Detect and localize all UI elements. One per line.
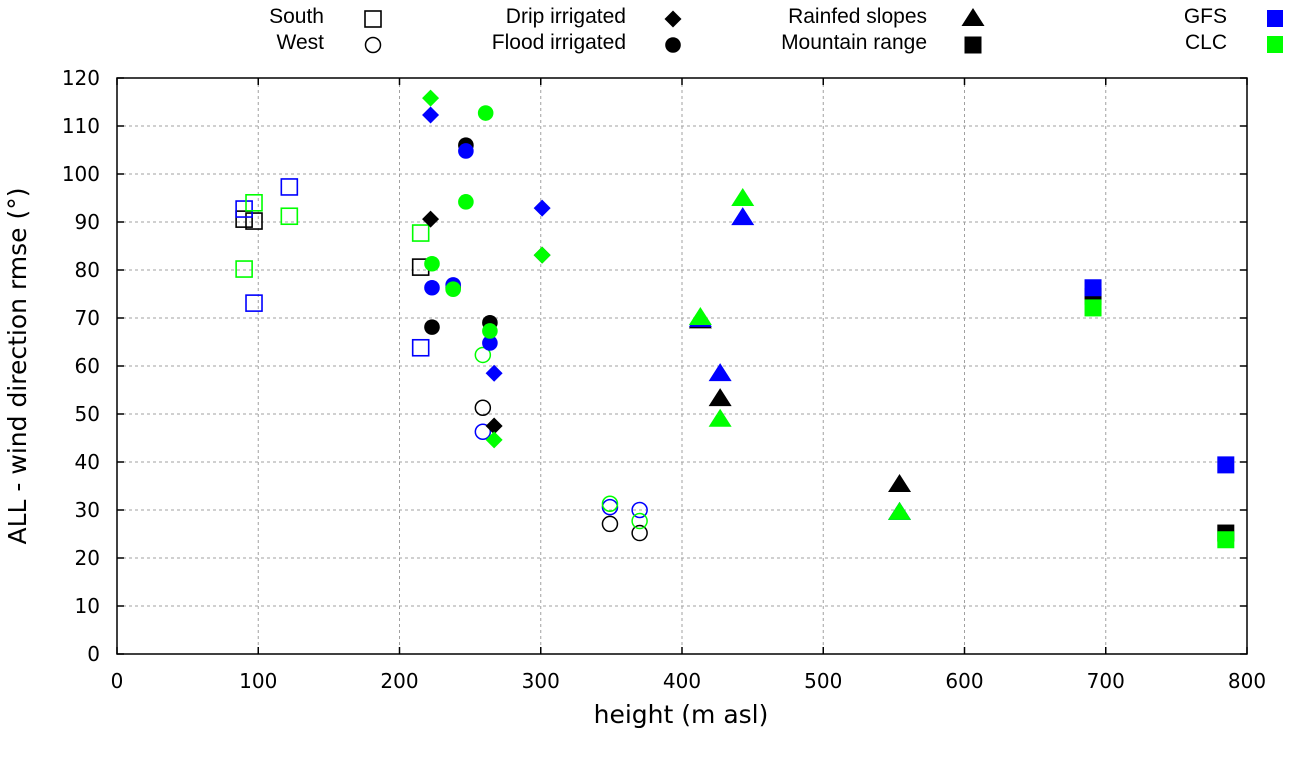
y-tick-label: 80 bbox=[75, 258, 100, 282]
data-point-rainfed-slopes bbox=[731, 187, 755, 206]
legend-label: Mountain range bbox=[781, 31, 927, 54]
data-point-drip-irrigated bbox=[533, 246, 551, 264]
data-point-rainfed-slopes bbox=[888, 474, 912, 493]
y-tick-label: 50 bbox=[75, 402, 100, 426]
y-tick-label: 60 bbox=[75, 354, 100, 378]
y-tick-label: 70 bbox=[75, 306, 100, 330]
y-tick-label: 30 bbox=[75, 498, 100, 522]
grid-lines bbox=[117, 78, 1247, 654]
x-tick-label: 700 bbox=[1087, 669, 1125, 693]
data-point-rainfed-slopes bbox=[688, 307, 712, 325]
data-point-west bbox=[631, 501, 648, 519]
data-point-west bbox=[474, 423, 492, 441]
legend-label: West bbox=[277, 31, 325, 54]
data-point-flood-irrigated bbox=[424, 279, 440, 296]
data-point-west bbox=[601, 498, 619, 516]
data-point-drip-irrigated bbox=[485, 431, 503, 449]
data-point-west bbox=[631, 512, 648, 530]
data-point-rainfed-slopes bbox=[708, 363, 732, 382]
data-point-rainfed-slopes bbox=[708, 388, 732, 407]
data-point-drip-irrigated bbox=[422, 210, 440, 228]
data-point-flood-irrigated bbox=[477, 105, 494, 121]
data-point-rainfed-slopes bbox=[731, 207, 755, 226]
data-point-mountain-range bbox=[1084, 279, 1102, 297]
x-tick-label: 0 bbox=[111, 669, 124, 693]
y-tick-label: 40 bbox=[75, 450, 100, 474]
data-point-south bbox=[235, 260, 253, 278]
data-point-flood-irrigated bbox=[458, 194, 474, 210]
y-tick-label: 100 bbox=[62, 162, 100, 186]
y-tick-label: 10 bbox=[75, 594, 100, 618]
x-tick-labels: 0 100 200 300 400 500 600 700 800 bbox=[111, 669, 1266, 693]
data-point-west bbox=[601, 495, 619, 513]
x-axis-label: height (m asl) bbox=[594, 700, 769, 729]
legend-color-swatch bbox=[1267, 10, 1283, 27]
data-point-flood-irrigated bbox=[445, 281, 461, 298]
y-tick-label: 90 bbox=[75, 210, 100, 234]
legend: South West Drip irrigated Flood irrigated Ra… bbox=[269, 5, 1283, 54]
y-tick-label: 110 bbox=[62, 114, 100, 138]
legend-label: South bbox=[269, 5, 324, 28]
data-point-drip-irrigated bbox=[533, 199, 551, 217]
data-point-flood-irrigated bbox=[458, 143, 474, 159]
data-point-mountain-range bbox=[1217, 531, 1235, 549]
x-tick-label: 600 bbox=[945, 669, 983, 693]
data-point-flood-irrigated bbox=[482, 323, 498, 339]
data-point-south bbox=[411, 338, 430, 357]
x-tick-label: 400 bbox=[663, 669, 701, 693]
legend-label: GFS bbox=[1184, 5, 1227, 28]
data-point-south bbox=[280, 178, 299, 196]
data-point-south bbox=[235, 210, 253, 228]
data-point-drip-irrigated bbox=[422, 106, 440, 124]
y-axis-label: ALL - wind direction rmse (°) bbox=[3, 188, 32, 545]
plot-frame bbox=[116, 77, 1248, 655]
legend-marker-triangle-icon bbox=[961, 8, 985, 26]
y-tick-labels: 0 10 20 30 40 50 60 70 80 90 100 110 120 bbox=[62, 66, 100, 666]
data-point-west bbox=[474, 346, 492, 364]
legend-label: Flood irrigated bbox=[492, 31, 626, 54]
legend-marker-open-circle-icon bbox=[364, 36, 382, 54]
legend-marker-square-icon bbox=[964, 36, 982, 54]
x-tick-label: 100 bbox=[239, 669, 277, 693]
data-point-rainfed-slopes bbox=[708, 408, 732, 427]
legend-marker-circle-icon bbox=[665, 37, 681, 53]
y-tick-label: 20 bbox=[75, 546, 100, 570]
data-point-flood-irrigated bbox=[482, 335, 498, 351]
x-tick-label: 300 bbox=[522, 669, 560, 693]
legend-marker-diamond-icon bbox=[664, 10, 682, 28]
data-point-flood-irrigated bbox=[424, 319, 440, 335]
data-point-rainfed-slopes bbox=[888, 501, 912, 520]
data-points bbox=[235, 89, 1235, 549]
data-point-west bbox=[601, 515, 619, 533]
data-point-drip-irrigated bbox=[485, 364, 503, 382]
y-tick-label: 120 bbox=[62, 66, 100, 90]
legend-marker-open-square-icon bbox=[364, 10, 382, 28]
data-point-west bbox=[631, 524, 648, 542]
data-point-south bbox=[411, 224, 430, 242]
data-point-drip-irrigated bbox=[422, 89, 440, 107]
data-point-south bbox=[235, 200, 253, 218]
data-point-south bbox=[245, 194, 263, 212]
data-point-drip-irrigated bbox=[485, 417, 503, 435]
data-point-mountain-range bbox=[1084, 299, 1102, 317]
data-point-flood-irrigated bbox=[424, 255, 440, 272]
legend-color-swatch bbox=[1267, 36, 1283, 53]
data-point-south bbox=[245, 294, 263, 312]
legend-label: Drip irrigated bbox=[506, 5, 626, 28]
y-tick-label: 0 bbox=[87, 642, 100, 666]
x-tick-label: 200 bbox=[380, 669, 418, 693]
data-point-mountain-range bbox=[1217, 456, 1235, 474]
legend-label: CLC bbox=[1185, 31, 1227, 54]
axis-ticks bbox=[116, 77, 1248, 655]
data-point-south bbox=[280, 207, 299, 226]
data-point-west bbox=[474, 399, 492, 417]
x-tick-label: 800 bbox=[1228, 669, 1266, 693]
data-point-south bbox=[245, 212, 263, 230]
legend-label: Rainfed slopes bbox=[788, 5, 927, 28]
x-tick-label: 500 bbox=[804, 669, 842, 693]
